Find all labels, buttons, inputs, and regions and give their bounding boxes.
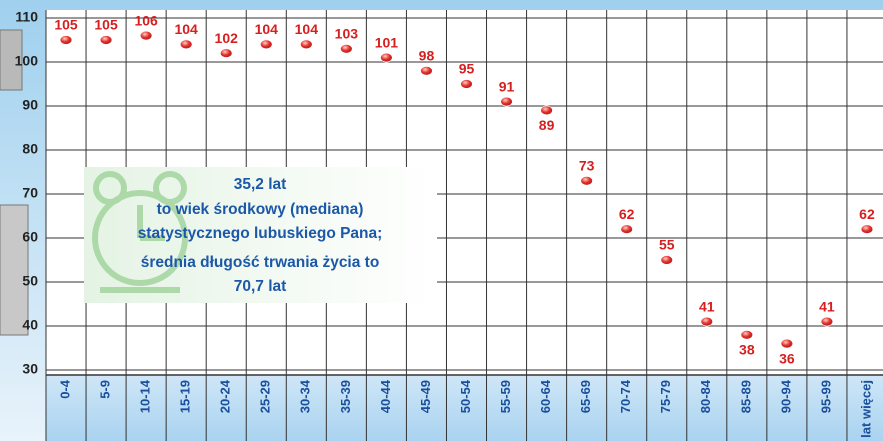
- x-tick-label: 90-94: [778, 379, 793, 413]
- x-tick-label: 40-44: [378, 379, 393, 413]
- point: [741, 330, 753, 339]
- y-tick-label: 100: [15, 53, 39, 69]
- point: [60, 36, 72, 45]
- x-tick-label: 20-24: [218, 379, 233, 413]
- point: [300, 40, 312, 49]
- x-tick-label: 100 lat więcej: [858, 380, 873, 441]
- point: [461, 80, 473, 89]
- value-label: 103: [335, 26, 359, 42]
- point: [861, 225, 873, 234]
- value-label: 73: [579, 158, 595, 174]
- value-label: 41: [699, 298, 715, 314]
- annotation-line: średnia długość trwania życia to: [141, 254, 380, 271]
- point: [781, 339, 793, 348]
- y-tick-label: 110: [15, 9, 38, 25]
- x-tick-label: 45-49: [418, 380, 433, 413]
- value-label: 36: [779, 350, 795, 366]
- y-tick-label: 60: [22, 229, 38, 245]
- x-tick-label: 5-9: [98, 380, 113, 399]
- point: [100, 36, 112, 45]
- x-tick-label: 75-79: [658, 380, 673, 413]
- x-tick-label: 65-69: [578, 380, 593, 413]
- point: [581, 176, 593, 185]
- x-tick-label: 15-19: [178, 380, 193, 413]
- x-tick-label: 35-39: [338, 380, 353, 413]
- point: [541, 106, 553, 115]
- annotation-line: 70,7 lat: [234, 278, 287, 295]
- value-label: 91: [499, 78, 515, 94]
- value-label: 55: [659, 237, 675, 253]
- point: [220, 49, 232, 58]
- x-tick-label: 85-89: [738, 380, 753, 413]
- x-tick-label: 50-54: [458, 379, 473, 413]
- y-tick-label: 90: [22, 97, 38, 113]
- x-tick-label: 25-29: [258, 380, 273, 413]
- x-tick-label: 60-64: [538, 379, 553, 413]
- value-label: 38: [739, 342, 755, 358]
- value-label: 105: [54, 17, 78, 33]
- annotation-line: to wiek środkowy (mediana): [157, 201, 364, 218]
- decoration: [0, 205, 28, 335]
- value-label: 41: [819, 298, 835, 314]
- point: [140, 31, 152, 40]
- y-tick-label: 70: [22, 185, 38, 201]
- x-tick-label: 95-99: [818, 380, 833, 413]
- point: [621, 225, 633, 234]
- point: [661, 256, 673, 265]
- point: [821, 317, 833, 326]
- value-label: 62: [619, 206, 635, 222]
- value-label: 106: [134, 12, 158, 28]
- value-label: 104: [295, 21, 319, 37]
- x-tick-label: 30-34: [298, 379, 313, 413]
- value-label: 104: [255, 21, 279, 37]
- value-label: 62: [859, 206, 875, 222]
- y-tick-label: 80: [22, 141, 38, 157]
- point: [340, 44, 352, 53]
- x-tick-label: 10-14: [138, 379, 153, 413]
- point: [501, 97, 513, 106]
- value-label: 102: [215, 30, 239, 46]
- point: [380, 53, 392, 62]
- chart: 35,2 lat to wiek środkowy (mediana) statys…: [0, 0, 883, 441]
- x-tick-label: 80-84: [698, 379, 713, 413]
- point: [180, 40, 192, 49]
- annotation-line: 35,2 lat: [234, 176, 287, 193]
- value-label: 98: [419, 48, 435, 64]
- point: [260, 40, 272, 49]
- value-label: 89: [539, 117, 555, 133]
- value-label: 104: [174, 21, 198, 37]
- y-tick-label: 50: [22, 273, 38, 289]
- x-tick-label: 55-59: [498, 380, 513, 413]
- y-tick-label: 30: [22, 361, 38, 377]
- value-label: 95: [459, 61, 475, 77]
- annotation-line: statystycznego lubuskiego Pana;: [138, 225, 383, 242]
- point: [420, 66, 432, 75]
- x-tick-label: 70-74: [618, 379, 633, 413]
- value-label: 105: [94, 17, 118, 33]
- point: [701, 317, 713, 326]
- y-tick-label: 40: [22, 317, 38, 333]
- x-tick-label: 0-4: [57, 379, 72, 399]
- value-label: 101: [375, 34, 399, 50]
